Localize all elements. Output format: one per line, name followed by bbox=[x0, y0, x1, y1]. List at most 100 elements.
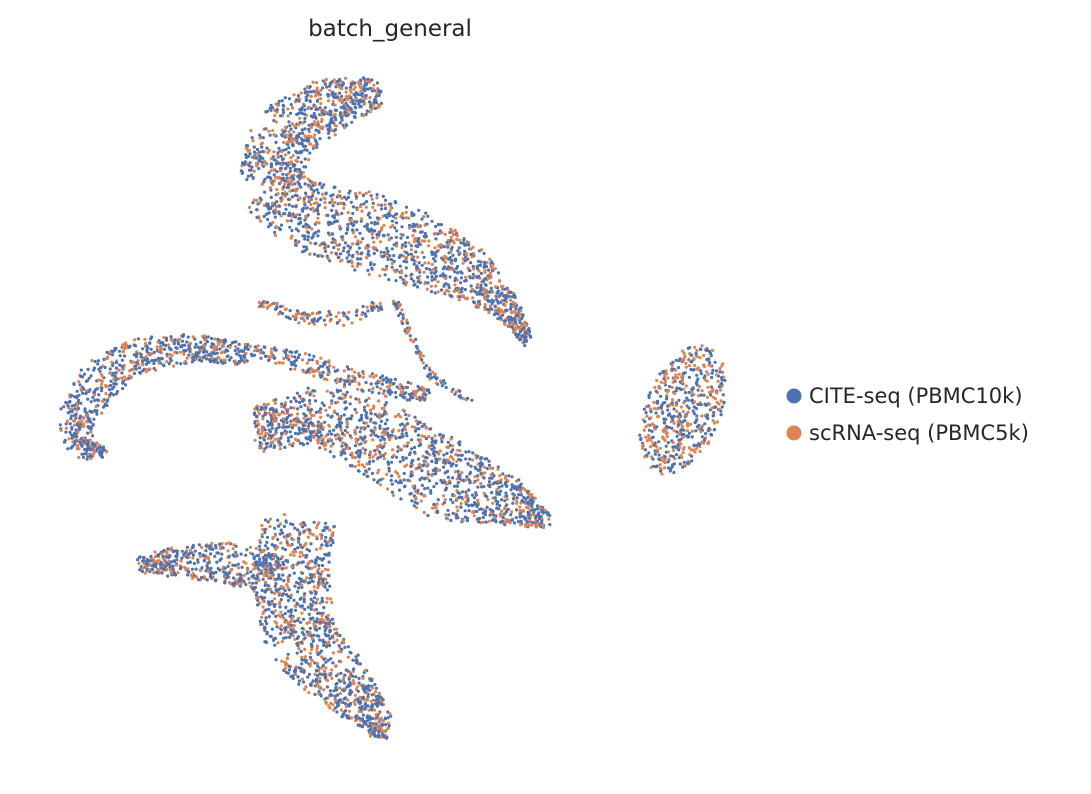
data-point-cite-seq bbox=[279, 223, 284, 227]
data-point-cite-seq bbox=[720, 405, 724, 409]
data-point-cite-seq bbox=[356, 257, 360, 261]
data-point-cite-seq bbox=[420, 424, 424, 429]
data-point-scrna-seq bbox=[314, 197, 318, 201]
data-point-scrna-seq bbox=[684, 384, 688, 388]
data-point-scrna-seq bbox=[165, 360, 169, 364]
data-point-cite-seq bbox=[383, 403, 387, 407]
data-point-cite-seq bbox=[267, 607, 271, 611]
data-point-scrna-seq bbox=[421, 361, 425, 365]
data-point-cite-seq bbox=[711, 414, 715, 418]
data-point-cite-seq bbox=[286, 599, 291, 603]
data-point-scrna-seq bbox=[320, 127, 324, 131]
data-point-scrna-seq bbox=[319, 102, 323, 106]
data-point-cite-seq bbox=[98, 369, 102, 373]
data-point-cite-seq bbox=[299, 405, 303, 409]
data-point-cite-seq bbox=[81, 455, 85, 459]
data-point-cite-seq bbox=[694, 351, 698, 356]
data-point-cite-seq bbox=[209, 552, 213, 556]
data-point-cite-seq bbox=[293, 355, 297, 359]
data-point-scrna-seq bbox=[700, 389, 704, 393]
data-point-scrna-seq bbox=[445, 288, 449, 292]
data-point-scrna-seq bbox=[700, 344, 704, 348]
data-point-cite-seq bbox=[290, 350, 294, 354]
data-point-scrna-seq bbox=[342, 323, 346, 327]
data-point-cite-seq bbox=[204, 549, 208, 553]
data-point-scrna-seq bbox=[257, 432, 261, 436]
data-point-scrna-seq bbox=[279, 624, 283, 628]
data-point-cite-seq bbox=[282, 579, 286, 583]
data-point-cite-seq bbox=[677, 398, 681, 402]
data-point-cite-seq bbox=[669, 454, 673, 458]
data-point-cite-seq bbox=[265, 630, 269, 634]
data-point-cite-seq bbox=[456, 249, 460, 253]
data-point-scrna-seq bbox=[377, 724, 381, 728]
data-point-cite-seq bbox=[408, 492, 412, 496]
data-point-cite-seq bbox=[245, 548, 249, 552]
data-point-cite-seq bbox=[395, 455, 399, 459]
data-point-cite-seq bbox=[86, 367, 90, 371]
data-point-cite-seq bbox=[258, 560, 262, 564]
data-point-cite-seq bbox=[458, 394, 462, 398]
data-point-scrna-seq bbox=[398, 383, 402, 387]
data-point-cite-seq bbox=[481, 515, 485, 520]
data-point-cite-seq bbox=[265, 146, 269, 150]
data-point-scrna-seq bbox=[334, 627, 338, 631]
data-point-scrna-seq bbox=[217, 342, 221, 346]
data-point-scrna-seq bbox=[663, 374, 667, 378]
data-point-cite-seq bbox=[367, 249, 371, 253]
data-point-cite-seq bbox=[214, 543, 218, 548]
data-point-cite-seq bbox=[255, 208, 259, 212]
data-point-cite-seq bbox=[389, 258, 394, 262]
data-point-cite-seq bbox=[340, 444, 344, 448]
data-point-scrna-seq bbox=[420, 239, 424, 243]
data-point-scrna-seq bbox=[344, 90, 348, 94]
data-point-cite-seq bbox=[72, 434, 76, 438]
data-point-scrna-seq bbox=[307, 130, 311, 134]
data-point-scrna-seq bbox=[360, 209, 364, 213]
data-point-cite-seq bbox=[483, 509, 488, 514]
data-point-cite-seq bbox=[317, 130, 321, 135]
data-point-cite-seq bbox=[300, 128, 304, 132]
data-point-cite-seq bbox=[675, 434, 679, 438]
data-point-scrna-seq bbox=[291, 550, 295, 554]
data-point-scrna-seq bbox=[72, 419, 77, 423]
data-point-cite-seq bbox=[409, 464, 413, 468]
data-point-scrna-seq bbox=[716, 379, 720, 383]
data-point-scrna-seq bbox=[693, 363, 697, 368]
data-point-cite-seq bbox=[127, 345, 131, 349]
data-point-scrna-seq bbox=[313, 133, 317, 137]
data-point-cite-seq bbox=[398, 311, 403, 315]
data-point-scrna-seq bbox=[290, 183, 295, 187]
data-point-cite-seq bbox=[354, 655, 358, 659]
data-point-cite-seq bbox=[647, 393, 651, 397]
data-point-cite-seq bbox=[137, 555, 142, 560]
data-point-scrna-seq bbox=[425, 287, 429, 291]
data-point-scrna-seq bbox=[353, 428, 357, 432]
data-point-cite-seq bbox=[458, 389, 462, 393]
data-point-cite-seq bbox=[242, 580, 246, 584]
data-point-scrna-seq bbox=[166, 343, 170, 347]
data-point-scrna-seq bbox=[319, 546, 323, 550]
data-point-cite-seq bbox=[306, 235, 310, 239]
data-point-cite-seq bbox=[378, 424, 382, 428]
data-point-cite-seq bbox=[685, 396, 689, 400]
data-point-cite-seq bbox=[655, 425, 659, 429]
data-point-cite-seq bbox=[653, 452, 657, 456]
data-point-cite-seq bbox=[257, 154, 261, 158]
data-point-cite-seq bbox=[249, 570, 253, 574]
data-point-cite-seq bbox=[377, 230, 381, 234]
data-point-cite-seq bbox=[180, 556, 184, 560]
data-point-cite-seq bbox=[263, 530, 267, 535]
data-point-cite-seq bbox=[689, 367, 693, 372]
data-point-cite-seq bbox=[482, 251, 486, 256]
data-point-scrna-seq bbox=[368, 374, 372, 378]
data-point-scrna-seq bbox=[227, 561, 232, 565]
data-point-scrna-seq bbox=[330, 600, 334, 605]
data-point-scrna-seq bbox=[660, 472, 664, 476]
data-point-cite-seq bbox=[286, 652, 290, 656]
data-point-cite-seq bbox=[345, 425, 349, 429]
data-point-cite-seq bbox=[446, 508, 450, 512]
data-point-cite-seq bbox=[681, 465, 685, 469]
data-point-cite-seq bbox=[106, 398, 110, 402]
data-point-cite-seq bbox=[395, 385, 399, 389]
